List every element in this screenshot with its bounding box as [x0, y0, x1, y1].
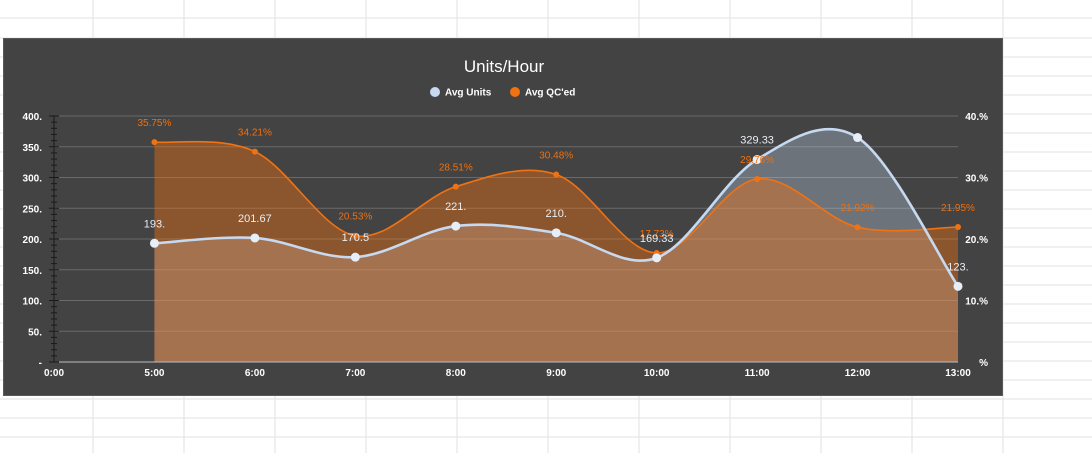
units-per-hour-chart: 35.75% 34.21% 20.53% 28.51% 30.48% 17.73% 29.7…: [23, 57, 989, 379]
y-left-tick-label: 100.: [23, 297, 43, 308]
point-avg-units: [451, 221, 461, 231]
x-tick-label: 11:00: [745, 368, 770, 379]
y-left-tick-label: -: [39, 358, 42, 369]
y-left-tick-label: 250.: [23, 204, 43, 215]
y-right-tick-label: 20.%: [965, 235, 988, 246]
point-avg-units: [350, 252, 360, 262]
x-tick-label: 9:00: [546, 368, 566, 379]
area-avg-qced: [154, 141, 958, 362]
point-avg-units: [752, 154, 762, 164]
y-right-tick-label: 30.%: [965, 174, 988, 185]
data-label-avg-qced: 35.75%: [137, 118, 171, 129]
point-avg-qced: [251, 148, 258, 155]
data-labels: 35.75% 34.21% 20.53% 28.51% 30.48% 17.73% 29.7…: [137, 118, 975, 273]
line-avg-units: [154, 127, 960, 288]
legend-marker-avg-qced: [510, 87, 520, 97]
data-label-avg-units: 170.5: [342, 232, 370, 244]
point-avg-qced: [754, 175, 761, 182]
data-label-avg-units: 169.33: [640, 233, 674, 245]
series-points: [149, 133, 963, 291]
data-label-avg-qced: 29.76%: [740, 155, 774, 166]
point-avg-qced: [352, 232, 359, 239]
legend-label-avg-qced: Avg QC'ed: [525, 88, 575, 99]
chart-container[interactable]: 35.75% 34.21% 20.53% 28.51% 30.48% 17.73% 29.7…: [3, 38, 1003, 396]
data-label-avg-qced: 21.92%: [841, 203, 875, 214]
data-label-avg-units: 221.: [445, 201, 466, 213]
y-right-tick-label: %: [979, 358, 988, 369]
data-label-avg-qced: 21.95%: [941, 203, 975, 214]
legend-marker-avg-units: [430, 87, 440, 97]
y-right-tick-label: 10.%: [965, 297, 988, 308]
x-tick-label: 5:00: [144, 368, 164, 379]
y-left-tick-label: 200.: [23, 235, 43, 246]
legend: Avg Units Avg QC'ed: [430, 87, 575, 99]
y-left-tick-label: 300.: [23, 174, 43, 185]
x-tick-label: 6:00: [245, 368, 265, 379]
legend-label-avg-units: Avg Units: [445, 88, 492, 99]
x-tick-label: 8:00: [446, 368, 466, 379]
x-tick-label: 0:00: [44, 368, 64, 379]
y-left-tick-label: 50.: [28, 327, 42, 338]
axes: [49, 115, 958, 363]
x-tick-label: 13:00: [945, 368, 971, 379]
data-label-avg-qced: 20.53%: [338, 212, 372, 223]
point-avg-units: [652, 253, 662, 263]
data-label-avg-units: 201.67: [238, 213, 272, 225]
y-left-tick-label: 400.: [23, 112, 43, 123]
series-areas: [154, 129, 958, 362]
y-left-tick-label: 350.: [23, 143, 43, 154]
data-label-avg-units: 329.33: [740, 134, 774, 146]
y-left-tick-label: 150.: [23, 266, 43, 277]
data-label-avg-units: 210.: [546, 208, 567, 220]
point-avg-units: [953, 281, 963, 291]
data-label-avg-qced: 17.73%: [640, 229, 674, 240]
point-avg-qced: [553, 171, 560, 178]
tick-labels: 0:00 5:00 6:00 7:00 8:00 9:00 10:00 11:00 12:00 1…: [23, 112, 989, 379]
data-label-avg-units: 123.: [947, 261, 968, 273]
x-tick-label: 12:00: [845, 368, 871, 379]
x-tick-label: 7:00: [345, 368, 365, 379]
data-label-avg-qced: 28.51%: [439, 163, 473, 174]
point-avg-units: [250, 233, 260, 243]
data-label-avg-units: 193.: [144, 218, 165, 230]
data-label-avg-qced: 30.48%: [539, 151, 573, 162]
point-avg-units: [149, 238, 159, 248]
point-avg-units: [551, 228, 561, 238]
point-avg-qced: [151, 139, 158, 146]
data-label-avg-qced: 34.21%: [238, 128, 272, 139]
point-avg-qced: [854, 224, 861, 231]
point-avg-qced: [955, 224, 961, 231]
point-avg-units: [853, 133, 863, 143]
y-right-tick-label: 40.%: [965, 112, 988, 123]
x-tick-label: 10:00: [644, 368, 670, 379]
area-avg-units: [154, 129, 958, 362]
chart-title: Units/Hour: [464, 57, 545, 76]
point-avg-qced: [452, 183, 459, 190]
